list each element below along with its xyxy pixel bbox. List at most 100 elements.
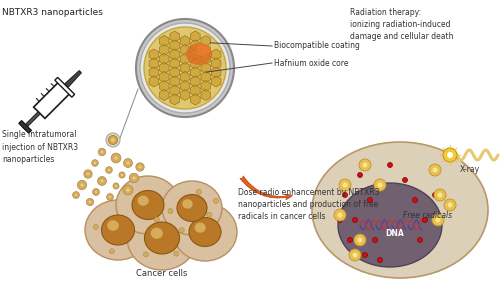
Circle shape <box>100 179 103 183</box>
Circle shape <box>444 199 456 211</box>
Circle shape <box>113 183 119 189</box>
Polygon shape <box>180 62 190 74</box>
Circle shape <box>106 167 112 173</box>
Circle shape <box>349 249 361 261</box>
Text: Hafnium oxide core: Hafnium oxide core <box>274 59 348 68</box>
Circle shape <box>362 252 368 257</box>
Text: NBTXR3 nanoparticles: NBTXR3 nanoparticles <box>2 8 103 17</box>
Polygon shape <box>63 71 82 89</box>
Text: X-ray: X-ray <box>460 166 480 175</box>
Ellipse shape <box>173 203 237 261</box>
Ellipse shape <box>312 142 488 278</box>
Circle shape <box>106 194 114 200</box>
Polygon shape <box>212 76 221 87</box>
Circle shape <box>121 174 123 176</box>
Circle shape <box>86 173 90 176</box>
Ellipse shape <box>132 190 164 219</box>
Ellipse shape <box>102 215 134 245</box>
Circle shape <box>214 198 218 203</box>
Circle shape <box>136 19 234 117</box>
Circle shape <box>140 23 230 113</box>
Polygon shape <box>160 54 169 65</box>
Circle shape <box>78 180 86 190</box>
Circle shape <box>98 148 105 156</box>
Polygon shape <box>180 54 190 65</box>
Circle shape <box>144 27 226 109</box>
Ellipse shape <box>177 195 207 222</box>
Polygon shape <box>201 89 210 100</box>
Ellipse shape <box>196 44 210 56</box>
Ellipse shape <box>138 196 149 206</box>
Polygon shape <box>170 40 179 51</box>
Ellipse shape <box>194 222 206 233</box>
Circle shape <box>100 151 103 153</box>
Circle shape <box>72 192 80 198</box>
Circle shape <box>359 159 371 171</box>
Text: Biocompatible coating: Biocompatible coating <box>274 42 360 51</box>
Circle shape <box>110 249 114 254</box>
Ellipse shape <box>116 176 180 234</box>
Polygon shape <box>201 36 210 47</box>
Circle shape <box>348 237 352 242</box>
Circle shape <box>174 251 179 256</box>
Polygon shape <box>149 76 158 87</box>
Polygon shape <box>190 94 200 105</box>
Circle shape <box>124 158 132 167</box>
Circle shape <box>448 202 452 208</box>
Text: Cancer cells: Cancer cells <box>136 269 188 277</box>
Polygon shape <box>170 49 179 60</box>
Ellipse shape <box>127 206 197 270</box>
Circle shape <box>132 176 136 180</box>
Polygon shape <box>170 85 179 96</box>
Circle shape <box>106 133 120 147</box>
Polygon shape <box>180 36 190 47</box>
Circle shape <box>354 234 366 246</box>
Circle shape <box>362 162 368 167</box>
Circle shape <box>358 237 362 242</box>
Polygon shape <box>190 31 200 42</box>
Circle shape <box>126 188 130 192</box>
Circle shape <box>402 178 407 182</box>
Circle shape <box>334 209 346 221</box>
Circle shape <box>342 182 347 187</box>
Circle shape <box>136 163 144 171</box>
Circle shape <box>342 193 347 198</box>
Circle shape <box>432 214 444 226</box>
Polygon shape <box>149 58 158 69</box>
Circle shape <box>418 237 422 242</box>
Circle shape <box>119 172 125 178</box>
Circle shape <box>432 167 438 173</box>
Polygon shape <box>170 67 179 78</box>
Text: Radiation therapy:
ionizing radiation-induced
damage and cellular death: Radiation therapy: ionizing radiation-in… <box>350 8 454 41</box>
Circle shape <box>108 135 118 144</box>
Circle shape <box>446 152 454 158</box>
Polygon shape <box>201 54 210 65</box>
Circle shape <box>168 209 173 213</box>
Polygon shape <box>160 89 169 100</box>
Polygon shape <box>160 80 169 91</box>
Polygon shape <box>212 58 221 69</box>
Circle shape <box>94 162 96 164</box>
Circle shape <box>94 224 98 229</box>
Polygon shape <box>160 62 169 74</box>
Polygon shape <box>34 82 70 118</box>
Circle shape <box>372 237 378 242</box>
Circle shape <box>338 213 342 217</box>
Circle shape <box>114 156 117 160</box>
Polygon shape <box>149 67 158 78</box>
Circle shape <box>123 185 133 195</box>
Circle shape <box>88 201 92 203</box>
Circle shape <box>436 217 440 222</box>
Polygon shape <box>170 58 179 69</box>
Circle shape <box>443 148 457 162</box>
Ellipse shape <box>108 220 119 231</box>
Circle shape <box>339 179 351 191</box>
Circle shape <box>111 153 121 163</box>
Polygon shape <box>190 85 200 96</box>
Circle shape <box>388 162 392 167</box>
Polygon shape <box>180 45 190 56</box>
Circle shape <box>180 228 184 233</box>
Polygon shape <box>160 36 169 47</box>
Circle shape <box>438 193 442 198</box>
Circle shape <box>144 252 148 257</box>
